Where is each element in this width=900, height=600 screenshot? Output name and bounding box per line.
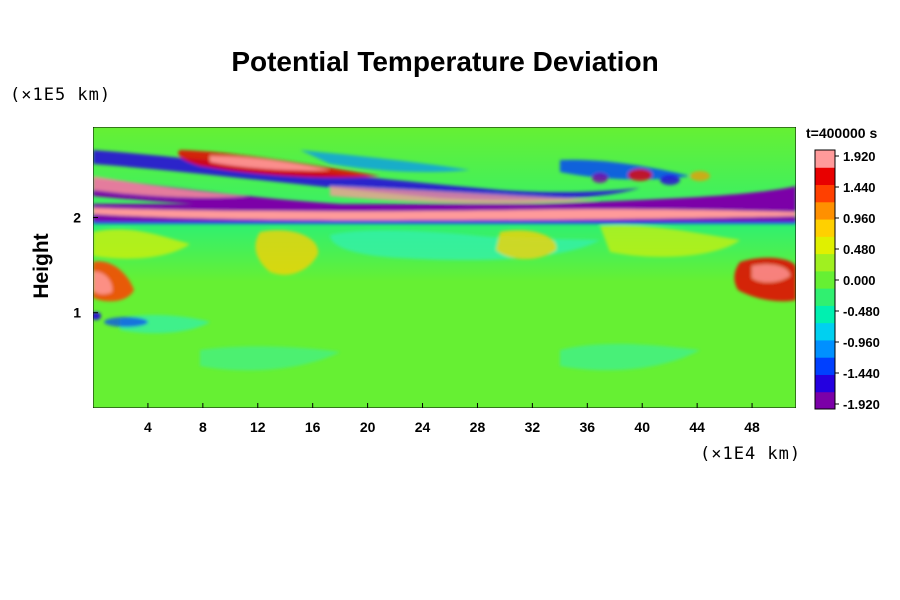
x-axis-ticks: 4 8 12 16 20 24 28 32 36 40 44 48	[144, 403, 760, 435]
colorbar-tick-label: 0.000	[843, 273, 876, 288]
x-axis-unit-label: (×1E4 km)	[700, 444, 802, 464]
x-tick-label: 40	[634, 419, 650, 435]
y-axis-unit-label: (×1E5 km)	[10, 85, 112, 105]
x-tick-label: 16	[305, 419, 321, 435]
colorbar-tick-label: 1.920	[843, 149, 876, 164]
colorbar-tick-label: -1.920	[843, 397, 880, 412]
colorbar-swatch	[815, 270, 835, 289]
colorbar-swatch	[815, 357, 835, 375]
colorbar-tick-label: -0.480	[843, 304, 880, 319]
colorbar-swatch	[815, 219, 835, 237]
field-pattern	[93, 150, 796, 371]
x-tick-label: 44	[689, 419, 705, 435]
colorbar-tick-label: -0.960	[843, 335, 880, 350]
x-tick-label: 8	[199, 419, 207, 435]
colorbar-swatch	[815, 184, 835, 203]
y-tick-label: 1	[73, 305, 81, 321]
colorbar-tick-label: 0.480	[843, 242, 876, 257]
colorbar-swatch	[815, 322, 835, 341]
time-stamp-label: t=400000 s	[806, 125, 878, 141]
x-tick-label: 12	[250, 419, 266, 435]
x-tick-label: 28	[470, 419, 486, 435]
x-tick-label: 32	[525, 419, 541, 435]
chart-title: Potential Temperature Deviation	[231, 46, 659, 77]
colorbar-swatch	[815, 150, 835, 168]
colorbar-swatch	[815, 253, 835, 272]
plot-area	[93, 127, 796, 408]
colorbar-tick-label: 1.440	[843, 180, 876, 195]
y-tick-label: 2	[73, 209, 81, 225]
colorbar-swatch	[815, 305, 835, 324]
colorbar-swatch	[815, 374, 835, 393]
colorbar-swatch	[815, 236, 835, 255]
colorbar: 1.920 1.440 0.960 0.480 0.000 -0.480 -0.960 -1.…	[814, 149, 880, 412]
x-tick-label: 36	[580, 419, 596, 435]
colorbar-swatch	[815, 288, 835, 306]
x-tick-label: 4	[144, 419, 152, 435]
colorbar-swatch	[815, 391, 835, 410]
colorbar-swatch	[815, 167, 835, 186]
x-tick-label: 24	[415, 419, 431, 435]
colorbar-swatch	[815, 201, 835, 220]
colorbar-swatch	[815, 339, 835, 358]
x-tick-label: 48	[744, 419, 760, 435]
colorbar-tick-label: -1.440	[843, 366, 880, 381]
y-axis-ticks: 12	[73, 209, 98, 321]
colorbar-tick-label: 0.960	[843, 211, 876, 226]
x-tick-label: 20	[360, 419, 376, 435]
